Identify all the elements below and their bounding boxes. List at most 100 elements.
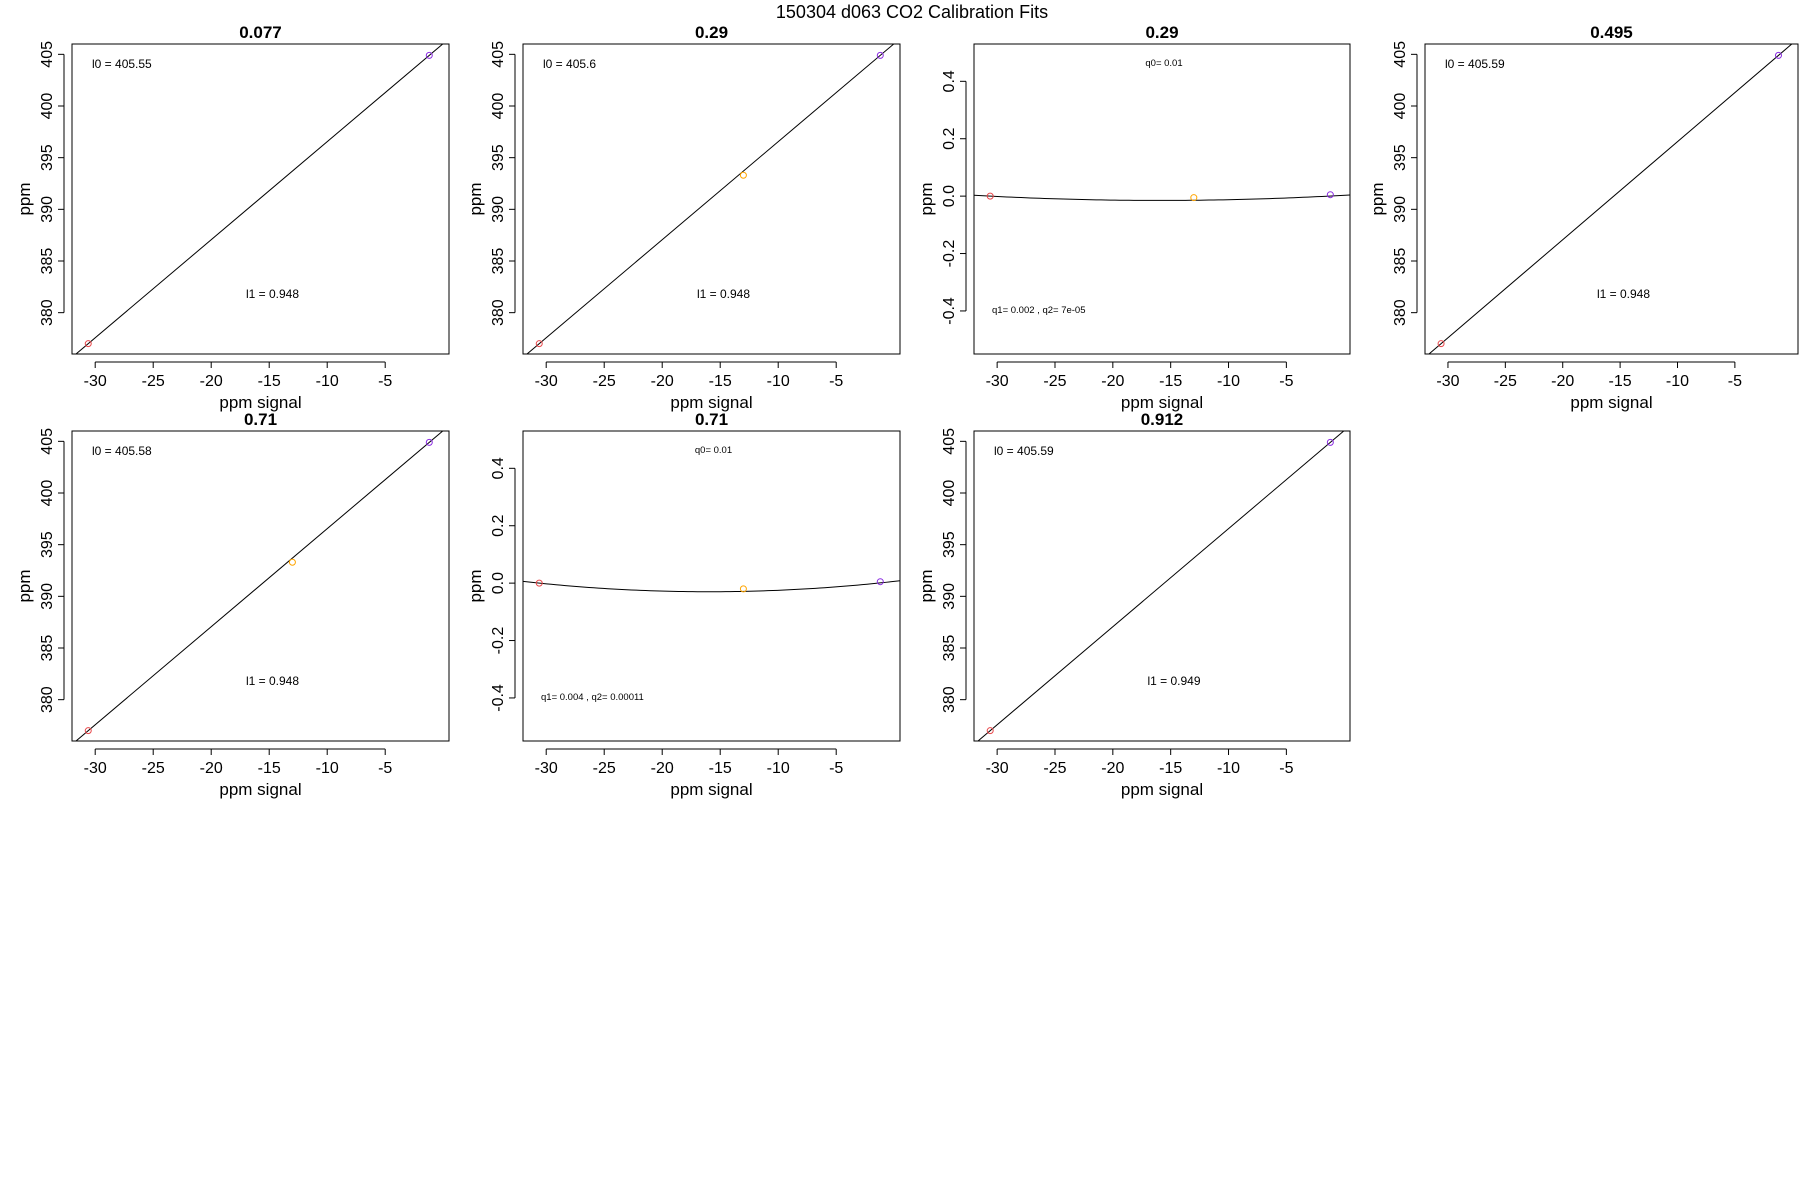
x-tick-label: -15 (709, 373, 732, 390)
y-tick-label: 390 (490, 196, 507, 223)
calibration-point (1326, 191, 1334, 199)
y-tick-label: -0.2 (490, 627, 507, 655)
x-tick-label: -20 (651, 373, 674, 390)
y-tick-label: 380 (39, 686, 56, 713)
y-tick-label: 380 (39, 299, 56, 326)
calibration-point (84, 727, 92, 735)
x-tick-label: -10 (1666, 373, 1689, 390)
y-tick-label: 400 (39, 93, 56, 120)
x-tick-label: -20 (651, 760, 674, 777)
fit-line (977, 431, 1345, 741)
fit-coefficient-label: l1 = 0.949 (1147, 674, 1200, 688)
x-tick-label: -20 (200, 760, 223, 777)
calibration-point (1326, 438, 1334, 446)
calibration-panel: 0.71 -30 -25 -20 -15 -10 -5 ppm signal 380 385 390… (15, 410, 450, 799)
x-tick-label: -15 (709, 760, 732, 777)
x-tick-label: -25 (1043, 760, 1066, 777)
calibration-point (986, 727, 994, 735)
panel-title: 0.29 (695, 23, 728, 42)
y-tick-label: 405 (39, 428, 56, 455)
y-tick-label: 395 (941, 531, 958, 558)
plot-frame (71, 430, 450, 742)
x-axis-label: ppm signal (1121, 393, 1203, 412)
x-axis-label: ppm signal (670, 780, 752, 799)
fit-coefficient-label: l1 = 0.948 (246, 674, 299, 688)
calibration-point (425, 438, 433, 446)
fit-line (526, 44, 895, 354)
x-tick-label: -30 (986, 373, 1009, 390)
x-tick-label: -30 (84, 373, 107, 390)
x-tick-label: -20 (1101, 373, 1124, 390)
fit-coefficient-label: q1= 0.002 , q2= 7e-05 (992, 305, 1086, 316)
calibration-point (1437, 340, 1445, 348)
y-tick-label: 385 (941, 635, 958, 662)
x-axis-label: ppm signal (1121, 780, 1203, 799)
calibration-point (986, 192, 994, 200)
calibration-panel: 0.29 -30 -25 -20 -15 -10 -5 ppm signal 380 385 390… (466, 23, 901, 412)
plot-frame (522, 43, 901, 355)
y-tick-label: 0.2 (490, 515, 507, 537)
x-tick-label: -15 (258, 373, 281, 390)
y-tick-label: 395 (1392, 144, 1409, 171)
x-tick-label: -5 (829, 373, 843, 390)
calibration-point (739, 171, 747, 179)
x-tick-label: -5 (829, 760, 843, 777)
x-tick-label: -25 (1494, 373, 1517, 390)
calibration-point (876, 578, 884, 586)
y-tick-label: 400 (941, 480, 958, 507)
fit-coefficient-label: q0= 0.01 (695, 445, 732, 456)
x-tick-label: -15 (1609, 373, 1632, 390)
calibration-point (1774, 51, 1782, 59)
calibration-point (535, 340, 543, 348)
plot-frame (973, 430, 1351, 742)
y-tick-label: 380 (490, 299, 507, 326)
fit-line (75, 431, 444, 741)
y-tick-label: 380 (941, 686, 958, 713)
fit-coefficient-label: l1 = 0.948 (246, 287, 299, 301)
y-tick-label: 0.0 (490, 572, 507, 594)
x-tick-label: -10 (767, 760, 790, 777)
fit-coefficient-label: q0= 0.01 (1145, 58, 1182, 69)
y-tick-label: 405 (39, 41, 56, 68)
y-tick-label: 395 (490, 144, 507, 171)
y-tick-label: 400 (39, 480, 56, 507)
calibration-point (535, 579, 543, 587)
x-tick-label: -10 (1217, 760, 1240, 777)
y-tick-label: 405 (1392, 41, 1409, 68)
panel-title: 0.29 (1145, 23, 1178, 42)
y-tick-label: 0.0 (941, 185, 958, 207)
y-tick-label: -0.4 (941, 297, 958, 325)
y-axis-label: ppm (1368, 182, 1387, 215)
x-axis-label: ppm signal (219, 393, 301, 412)
y-axis-label: ppm (15, 182, 34, 215)
calibration-point (84, 340, 92, 348)
x-tick-label: -25 (1043, 373, 1066, 390)
x-tick-label: -5 (378, 760, 392, 777)
x-tick-label: -10 (316, 760, 339, 777)
x-tick-label: -15 (1159, 373, 1182, 390)
calibration-point (1190, 194, 1198, 202)
x-tick-label: -5 (1279, 760, 1293, 777)
y-axis-label: ppm (466, 182, 485, 215)
x-axis-label: ppm signal (670, 393, 752, 412)
panel-title: 0.912 (1141, 410, 1184, 429)
calibration-point (739, 585, 747, 593)
calibration-panel: 0.912 -30 -25 -20 -15 -10 -5 ppm signal 380 385 39… (917, 410, 1351, 799)
fit-coefficient-label: l0 = 405.55 (92, 57, 152, 71)
panel-title: 0.077 (239, 23, 282, 42)
y-tick-label: 395 (39, 144, 56, 171)
calibration-point (876, 51, 884, 59)
fit-coefficient-label: l0 = 405.58 (92, 444, 152, 458)
calibration-point (425, 51, 433, 59)
x-tick-label: -20 (200, 373, 223, 390)
fit-coefficient-label: l0 = 405.59 (994, 444, 1054, 458)
y-tick-label: 385 (39, 248, 56, 275)
fit-coefficient-label: l1 = 0.948 (1597, 287, 1650, 301)
x-tick-label: -5 (1279, 373, 1293, 390)
x-tick-label: -5 (1728, 373, 1742, 390)
x-tick-label: -30 (84, 760, 107, 777)
y-tick-label: 395 (39, 531, 56, 558)
x-tick-label: -20 (1551, 373, 1574, 390)
x-tick-label: -25 (142, 373, 165, 390)
x-tick-label: -30 (1436, 373, 1459, 390)
